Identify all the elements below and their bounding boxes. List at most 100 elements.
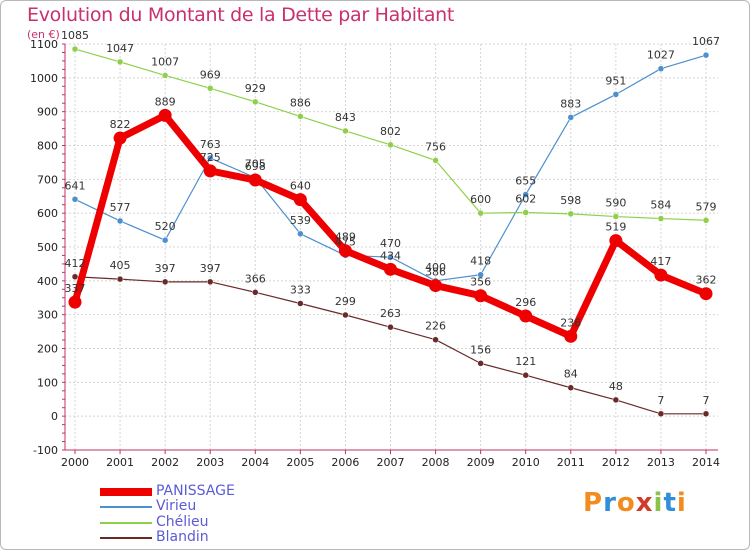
x-tick-label: 2000 (61, 456, 89, 469)
data-point (297, 300, 304, 307)
data-point (699, 287, 713, 301)
grid (65, 43, 718, 451)
series-lines (68, 45, 713, 418)
y-tick-label: 400 (37, 275, 58, 288)
data-point (387, 253, 394, 261)
data-point (702, 217, 710, 224)
data-label: 802 (380, 125, 401, 138)
data-label: 1067 (692, 35, 720, 48)
data-label: 489 (335, 231, 356, 244)
x-tick-label: 2006 (331, 456, 359, 469)
data-label: 590 (605, 197, 626, 210)
y-axis-unit: (en €) (27, 28, 60, 41)
data-label: 475 (335, 235, 356, 248)
data-label: 641 (65, 179, 86, 192)
data-label: 296 (515, 296, 536, 309)
x-tick-label: 2011 (557, 456, 585, 469)
data-point (71, 196, 79, 203)
data-label: 843 (335, 111, 356, 124)
data-point (702, 51, 710, 59)
data-point (522, 371, 529, 379)
data-point (564, 329, 578, 343)
data-point (206, 278, 214, 286)
data-label: 418 (470, 255, 491, 268)
data-point (252, 289, 259, 296)
data-label: 405 (110, 259, 131, 272)
data-label: 763 (200, 138, 221, 151)
data-point (702, 410, 710, 418)
data-point (387, 141, 394, 149)
data-label: 470 (380, 237, 401, 250)
y-tick-label: 800 (37, 140, 58, 153)
data-point (161, 236, 169, 244)
data-point (612, 213, 620, 220)
x-tick-label: 2010 (512, 456, 540, 469)
data-label: 640 (290, 180, 311, 193)
data-label: 1027 (647, 49, 675, 62)
legend-label: Blandin (156, 529, 209, 545)
data-point (567, 384, 575, 391)
data-label: 263 (380, 307, 401, 320)
data-point (161, 278, 169, 286)
data-point (612, 91, 620, 98)
data-point (384, 262, 397, 276)
data-point (432, 157, 439, 164)
data-point (338, 244, 352, 258)
data-point (522, 191, 529, 198)
y-tick-label: 900 (37, 106, 58, 119)
legend-swatch (100, 506, 152, 508)
data-label: 1085 (61, 29, 89, 42)
logo-letter: r (603, 488, 617, 518)
data-label: 889 (155, 95, 176, 108)
data-point (297, 113, 304, 120)
data-point (252, 98, 259, 106)
data-labels: 337 822 889 725 698 640 489 434 386 356 296 236 519 4… (61, 29, 720, 407)
data-label: 969 (200, 68, 221, 81)
data-label: 929 (245, 82, 266, 95)
x-tick-label: 2003 (196, 456, 224, 469)
data-label: 156 (470, 343, 491, 356)
legend-label: Chélieu (156, 514, 209, 530)
data-label: 520 (155, 220, 176, 233)
y-tick-label: 1000 (30, 72, 58, 85)
data-label: 400 (425, 261, 446, 274)
data-label: 434 (380, 249, 401, 262)
data-label: 886 (290, 96, 311, 109)
chart-title: Evolution du Montant de la Dette par Hab… (27, 4, 455, 26)
data-label: 386 (425, 266, 446, 279)
data-point (158, 108, 172, 122)
data-point (71, 45, 79, 53)
data-label: 1007 (151, 55, 179, 68)
data-label: 725 (200, 151, 221, 164)
logo-letter: i (676, 488, 687, 518)
data-point (203, 164, 217, 178)
proxiti-logo: Proxiti (583, 488, 687, 518)
legend-swatch (100, 522, 152, 524)
data-label: 519 (605, 221, 626, 234)
data-label: 417 (650, 255, 671, 268)
data-point (657, 65, 665, 72)
logo-letter: i (653, 488, 664, 518)
data-label: 84 (564, 368, 578, 381)
data-point (113, 131, 127, 145)
data-label: 655 (515, 175, 536, 188)
data-point (609, 234, 623, 248)
data-point (432, 336, 439, 343)
data-point (519, 309, 533, 323)
data-point (206, 154, 214, 162)
legend-label: PANISSAGE (156, 483, 235, 499)
data-point (657, 215, 665, 222)
data-point (429, 279, 443, 293)
y-tick-label: 1100 (30, 38, 58, 51)
data-point (116, 58, 124, 66)
data-label: 397 (200, 262, 221, 275)
data-point (342, 127, 349, 135)
x-tick-label: 2013 (647, 456, 675, 469)
data-point (657, 410, 665, 418)
data-label: 121 (515, 355, 536, 368)
data-point (293, 193, 307, 207)
data-label: 598 (560, 194, 581, 207)
data-point (116, 275, 124, 283)
data-point (68, 295, 82, 309)
